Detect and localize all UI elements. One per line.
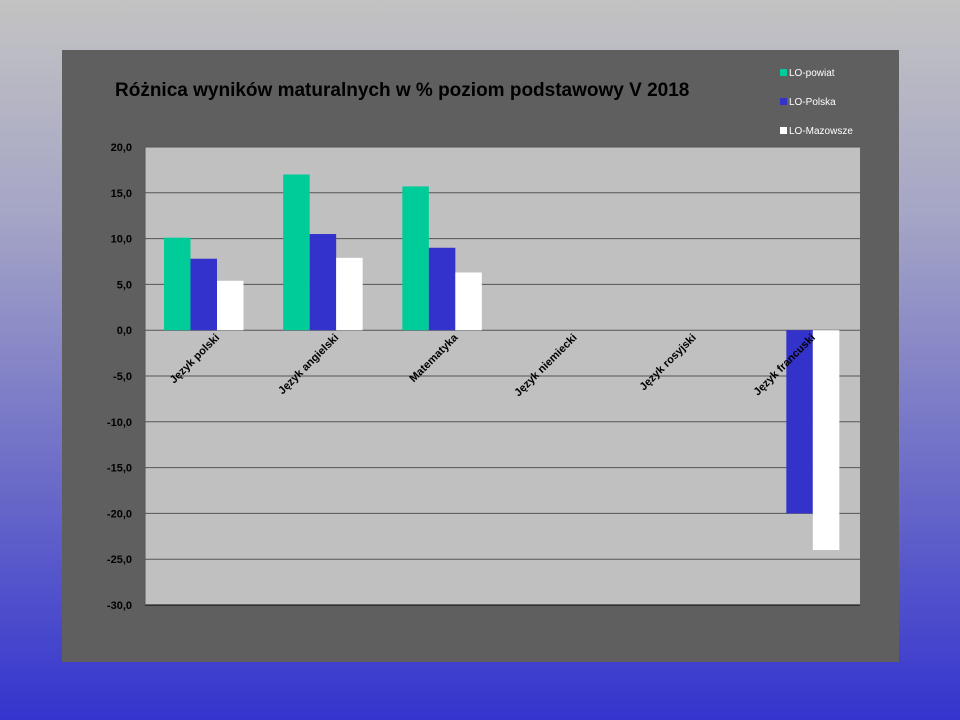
bar-lo-polska-2	[428, 247, 456, 331]
legend-swatch	[780, 69, 787, 76]
y-tick-label: 10,0	[111, 234, 132, 246]
bar-lo-polska-0	[190, 258, 217, 331]
y-axis-ticks: 20,0 15,0 10,0 5,0 0,0 -5,0 -10,0 -15,0 -20,0 -25…	[107, 142, 132, 612]
legend-label: LO-powiat	[789, 68, 835, 79]
chart-panel: Różnica wyników maturalnych w % poziom p…	[62, 50, 899, 662]
y-tick-label: -5,0	[113, 371, 132, 383]
bar-lo-mazowsze-5	[812, 330, 840, 551]
bar-lo-mazowsze-0	[217, 280, 244, 331]
y-tick-label: 15,0	[111, 188, 132, 200]
legend-label: LO-Polska	[789, 97, 836, 108]
y-tick-label: 5,0	[117, 279, 132, 291]
legend: LO-powiat LO-Polska LO-Mazowsze	[780, 68, 853, 137]
gridlines	[144, 146, 860, 606]
y-tick-label: 20,0	[111, 142, 132, 154]
bars	[164, 174, 840, 551]
bar-lo-polska-1	[309, 234, 337, 331]
bar-lo-powiat-0	[164, 237, 191, 331]
y-tick-label: -25,0	[107, 554, 132, 566]
bar-lo-powiat-1	[283, 174, 310, 331]
bar-lo-powiat-2	[402, 186, 429, 331]
y-tick-label: -15,0	[107, 463, 132, 475]
bar-lo-mazowsze-2	[455, 272, 482, 331]
legend-swatch	[780, 127, 787, 134]
legend-swatch	[780, 98, 787, 105]
chart-title: Różnica wyników maturalnych w % poziom p…	[115, 80, 689, 101]
bar-chart: Różnica wyników maturalnych w % poziom p…	[107, 68, 860, 612]
y-tick-label: -30,0	[107, 600, 132, 612]
bar-lo-polska-5	[786, 330, 813, 514]
bar-lo-mazowsze-1	[336, 257, 363, 331]
y-tick-label: -10,0	[107, 417, 132, 429]
legend-label: LO-Mazowsze	[789, 126, 853, 137]
y-tick-label: -20,0	[107, 508, 132, 520]
y-tick-label: 0,0	[117, 325, 132, 337]
